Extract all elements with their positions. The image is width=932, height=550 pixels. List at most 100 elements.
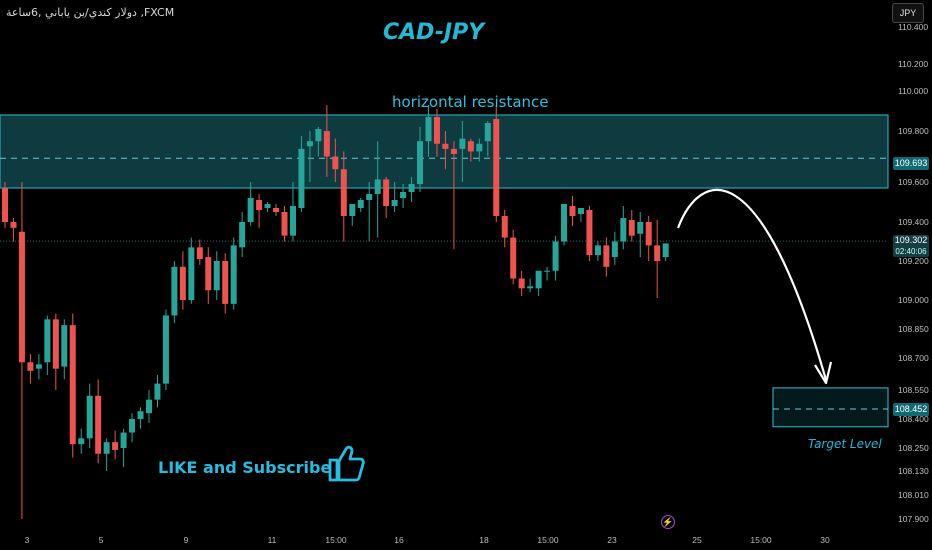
candle-body <box>332 156 339 170</box>
candle <box>374 141 381 238</box>
projection-arrow <box>676 189 828 381</box>
target-price-tag: 108.452 <box>893 403 929 416</box>
y-tick-label: 108.250 <box>898 443 929 453</box>
candle-body <box>2 188 8 222</box>
x-tick-label: 15:00 <box>750 535 772 545</box>
candle-body <box>425 117 432 142</box>
y-tick-label: 108.010 <box>898 490 929 500</box>
countdown: 02:40:06 <box>895 247 927 256</box>
candle-body <box>298 148 305 208</box>
candle-body <box>433 117 440 144</box>
candle-body <box>645 222 652 246</box>
candle-body <box>383 179 390 206</box>
candle-body <box>323 131 330 157</box>
candle-body <box>408 184 415 192</box>
candle-body <box>86 395 93 439</box>
candle-body <box>137 411 144 419</box>
candle-body <box>417 141 424 184</box>
candle <box>306 131 313 182</box>
candle-body <box>162 315 169 384</box>
candle-body <box>44 319 51 363</box>
candle-body <box>637 222 644 234</box>
x-tick-label: 15:00 <box>537 535 559 545</box>
resistance-price: 109.693 <box>894 158 928 168</box>
candle-body <box>535 270 542 289</box>
candle <box>145 390 152 423</box>
candle <box>205 247 212 304</box>
candle <box>196 239 203 265</box>
y-tick-label: 108.850 <box>898 324 929 334</box>
candle <box>493 105 500 222</box>
candle-body <box>569 206 576 216</box>
candle <box>459 121 466 182</box>
candle <box>154 375 161 408</box>
candle <box>357 198 364 212</box>
candle-body <box>171 266 178 316</box>
candle-body <box>273 208 280 212</box>
candle-body <box>188 247 195 300</box>
candle <box>501 210 508 248</box>
candle-body <box>561 204 568 242</box>
currency-button[interactable]: JPY <box>892 3 924 23</box>
y-tick-label: 108.700 <box>898 353 929 363</box>
candle-body <box>213 261 220 291</box>
candle-body <box>510 237 517 279</box>
x-tick-label: 15:00 <box>325 535 347 545</box>
candle-body <box>594 245 601 256</box>
candle-body <box>230 245 237 304</box>
x-tick-label: 16 <box>394 535 404 545</box>
candle <box>18 182 25 519</box>
candle <box>52 313 59 390</box>
candle-body <box>527 286 534 289</box>
x-tick-label: 23 <box>607 535 617 545</box>
candle-body <box>289 206 296 236</box>
candle <box>425 105 432 157</box>
x-tick-label: 3 <box>25 535 30 545</box>
y-tick-label: 108.130 <box>898 466 929 476</box>
candle <box>69 313 76 458</box>
candle <box>129 413 136 443</box>
y-tick-label: 108.550 <box>898 385 929 395</box>
y-tick-label: 110.200 <box>898 59 928 69</box>
candle-body <box>247 198 254 222</box>
candle-body <box>69 325 76 445</box>
candle <box>467 138 474 162</box>
candle <box>256 194 263 228</box>
y-tick-label: 108.400 <box>898 414 929 424</box>
candle <box>112 430 119 460</box>
candle-body <box>459 138 466 149</box>
candle <box>518 270 525 297</box>
candle <box>323 105 330 177</box>
candle-body <box>27 362 34 371</box>
candle-body <box>205 257 212 291</box>
candle <box>586 206 593 261</box>
candle-body <box>281 212 288 236</box>
candle-body <box>374 179 381 194</box>
y-tick-label: 109.400 <box>898 217 929 227</box>
flash-icon[interactable]: ⚡ <box>661 515 675 529</box>
candle <box>332 138 339 182</box>
symbol-label[interactable]: دولار كندي/ين ياباني ,6ساعة ,FXCM <box>6 6 175 19</box>
target-level-label: Target Level <box>808 437 882 451</box>
candle <box>95 379 102 464</box>
y-tick-label: 109.800 <box>898 126 929 136</box>
candle <box>484 121 491 157</box>
candle-body <box>264 204 271 208</box>
candle <box>340 151 347 242</box>
candle <box>103 438 110 471</box>
axes: 110.400 110.200 110.000 109.800 109.600 109.4… <box>25 22 929 545</box>
candle <box>247 182 254 226</box>
candle <box>281 206 288 242</box>
resistance-price-tag: 109.693 <box>893 157 929 170</box>
current-price-tag: 109.302 02:40:06 <box>893 235 929 257</box>
candle-body <box>154 383 161 400</box>
resistance-zone <box>0 114 889 189</box>
candle <box>188 237 195 304</box>
x-tick-label: 25 <box>692 535 702 545</box>
candle-body <box>484 123 491 142</box>
current-price: 109.302 <box>894 235 928 245</box>
candle <box>569 196 576 226</box>
candle-body <box>603 245 610 267</box>
candle-body <box>196 247 203 260</box>
